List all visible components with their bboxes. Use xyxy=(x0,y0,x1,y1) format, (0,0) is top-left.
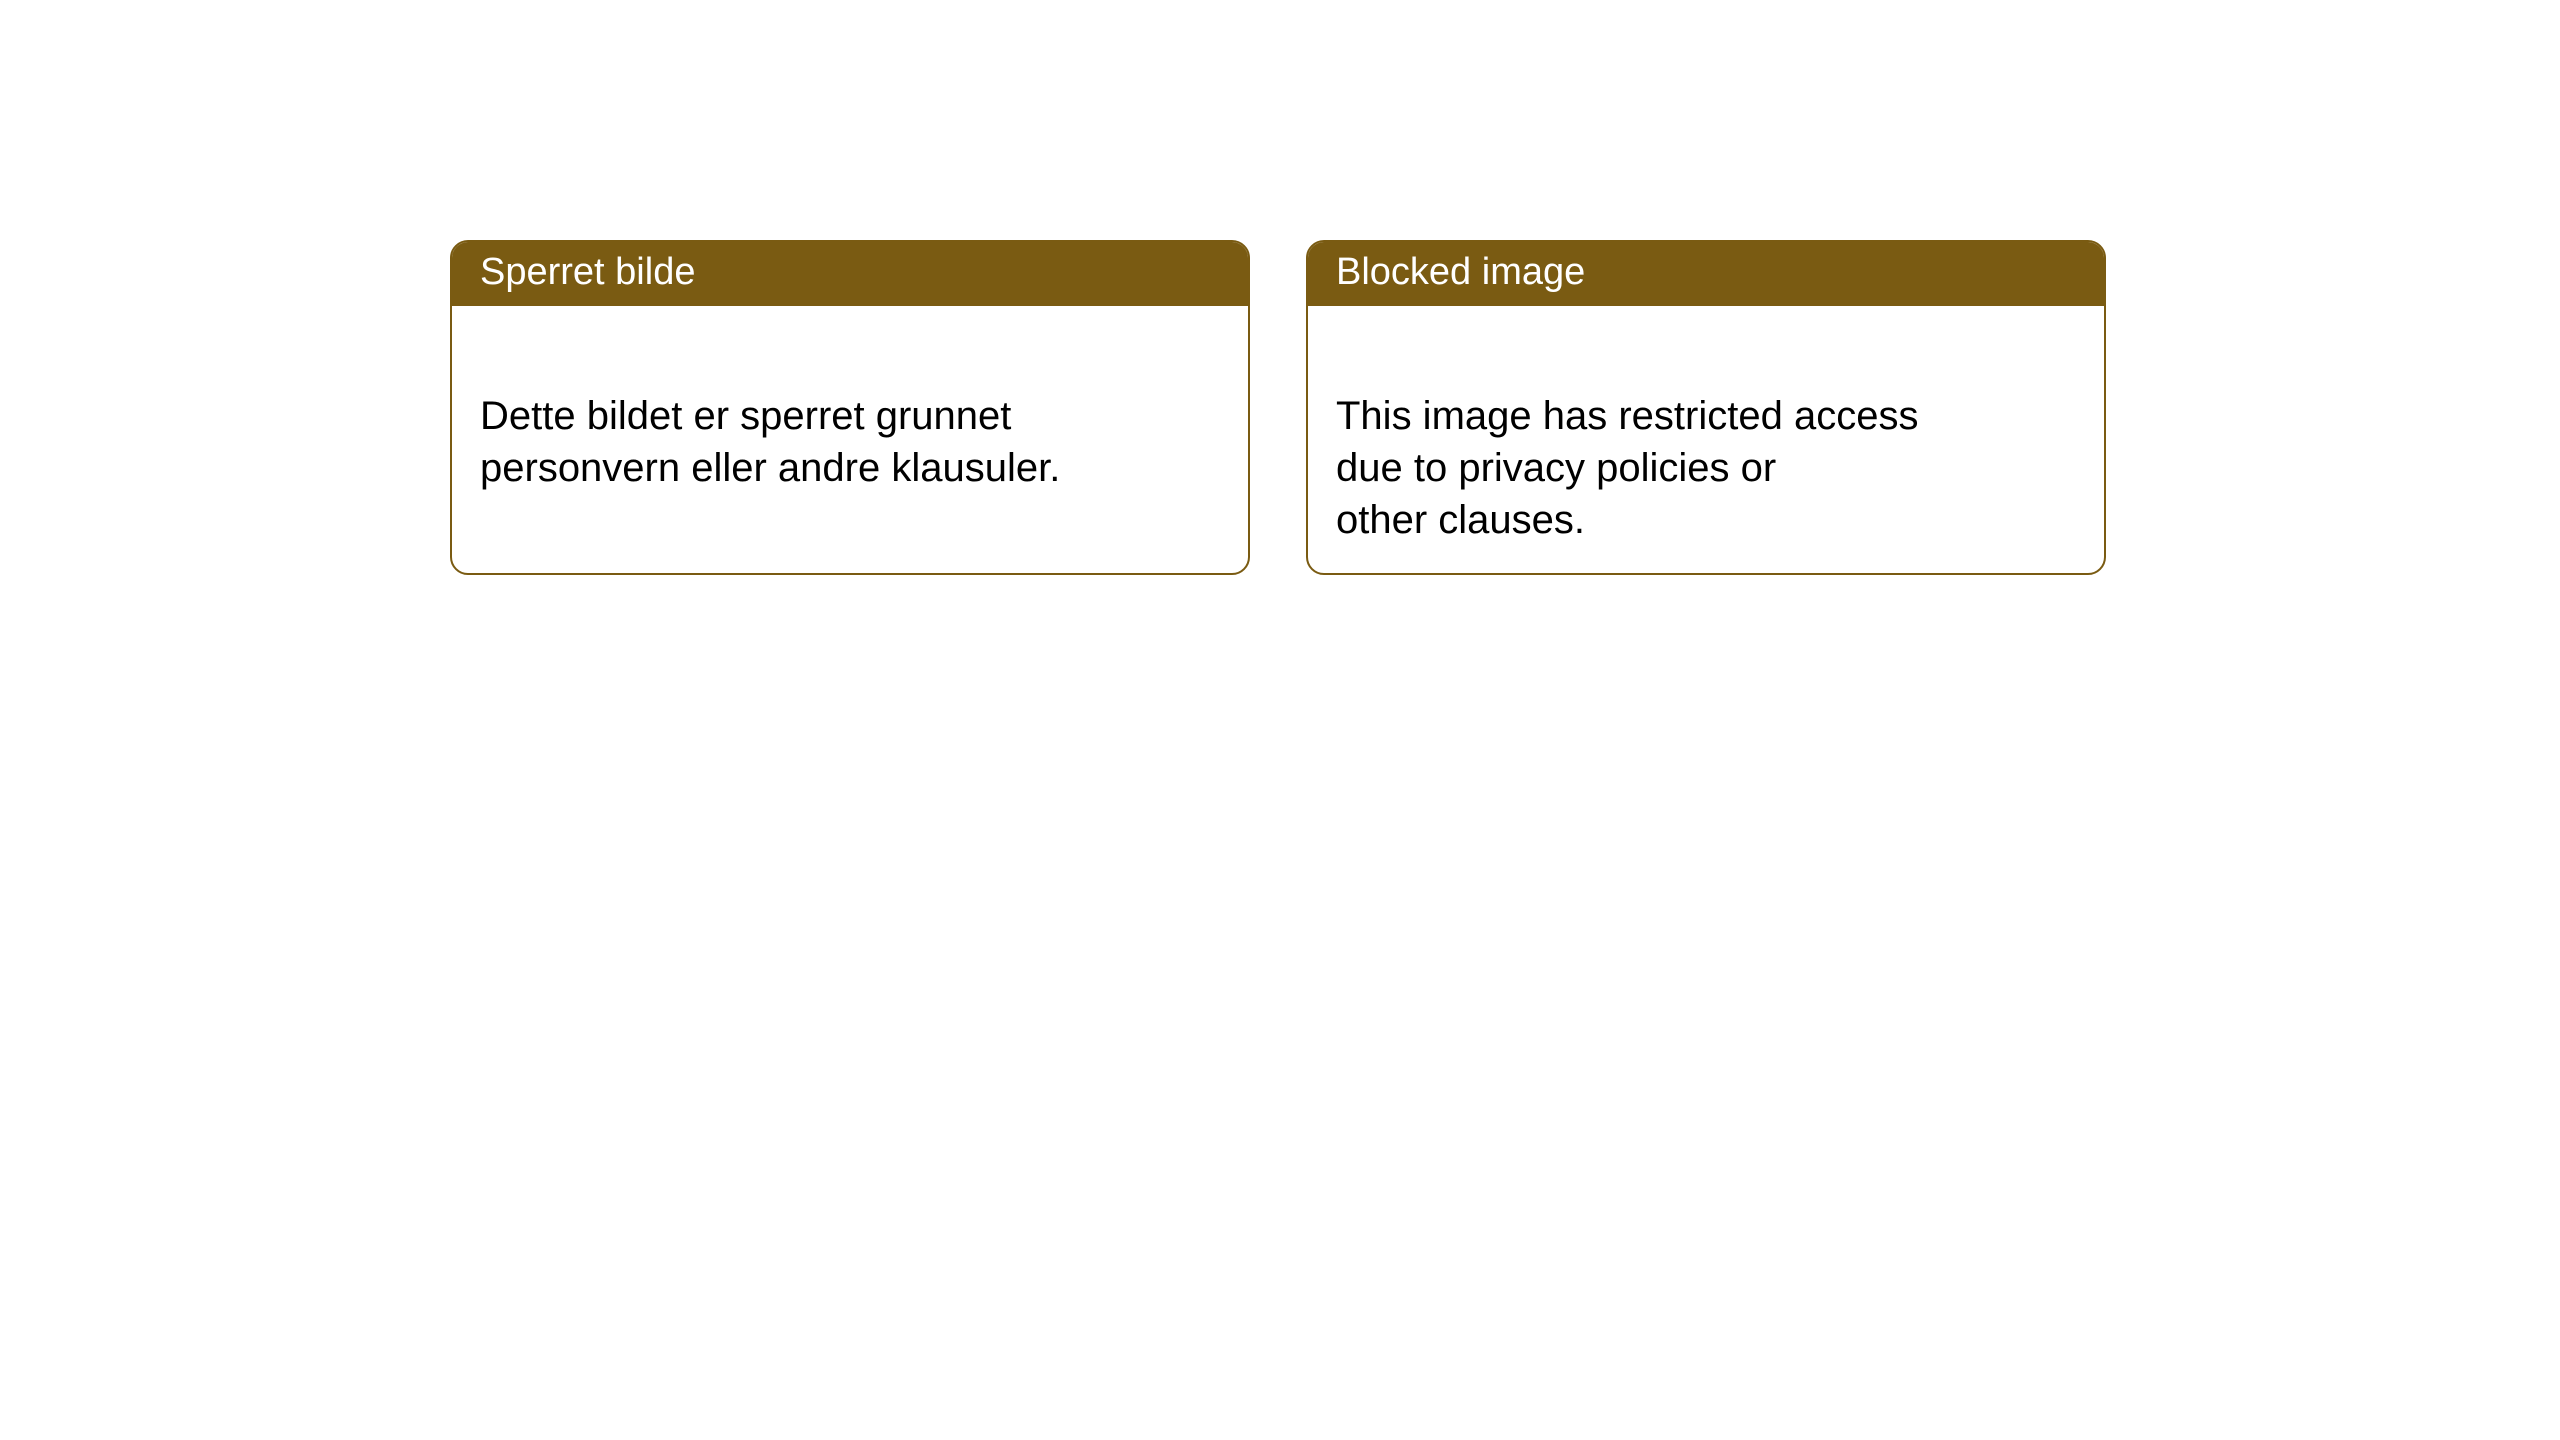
card-body-en: This image has restricted access due to … xyxy=(1308,306,2104,575)
blocked-image-card-no: Sperret bilde Dette bildet er sperret gr… xyxy=(450,240,1250,575)
card-header-en: Blocked image xyxy=(1308,242,2104,306)
card-body-no: Dette bildet er sperret grunnet personve… xyxy=(452,306,1248,526)
card-title-en: Blocked image xyxy=(1336,251,1585,293)
card-message-en: This image has restricted access due to … xyxy=(1336,394,1918,542)
card-title-no: Sperret bilde xyxy=(480,251,695,293)
card-header-no: Sperret bilde xyxy=(452,242,1248,306)
card-message-no: Dette bildet er sperret grunnet personve… xyxy=(480,394,1060,490)
blocked-image-card-en: Blocked image This image has restricted … xyxy=(1306,240,2106,575)
cards-container: Sperret bilde Dette bildet er sperret gr… xyxy=(0,0,2560,575)
